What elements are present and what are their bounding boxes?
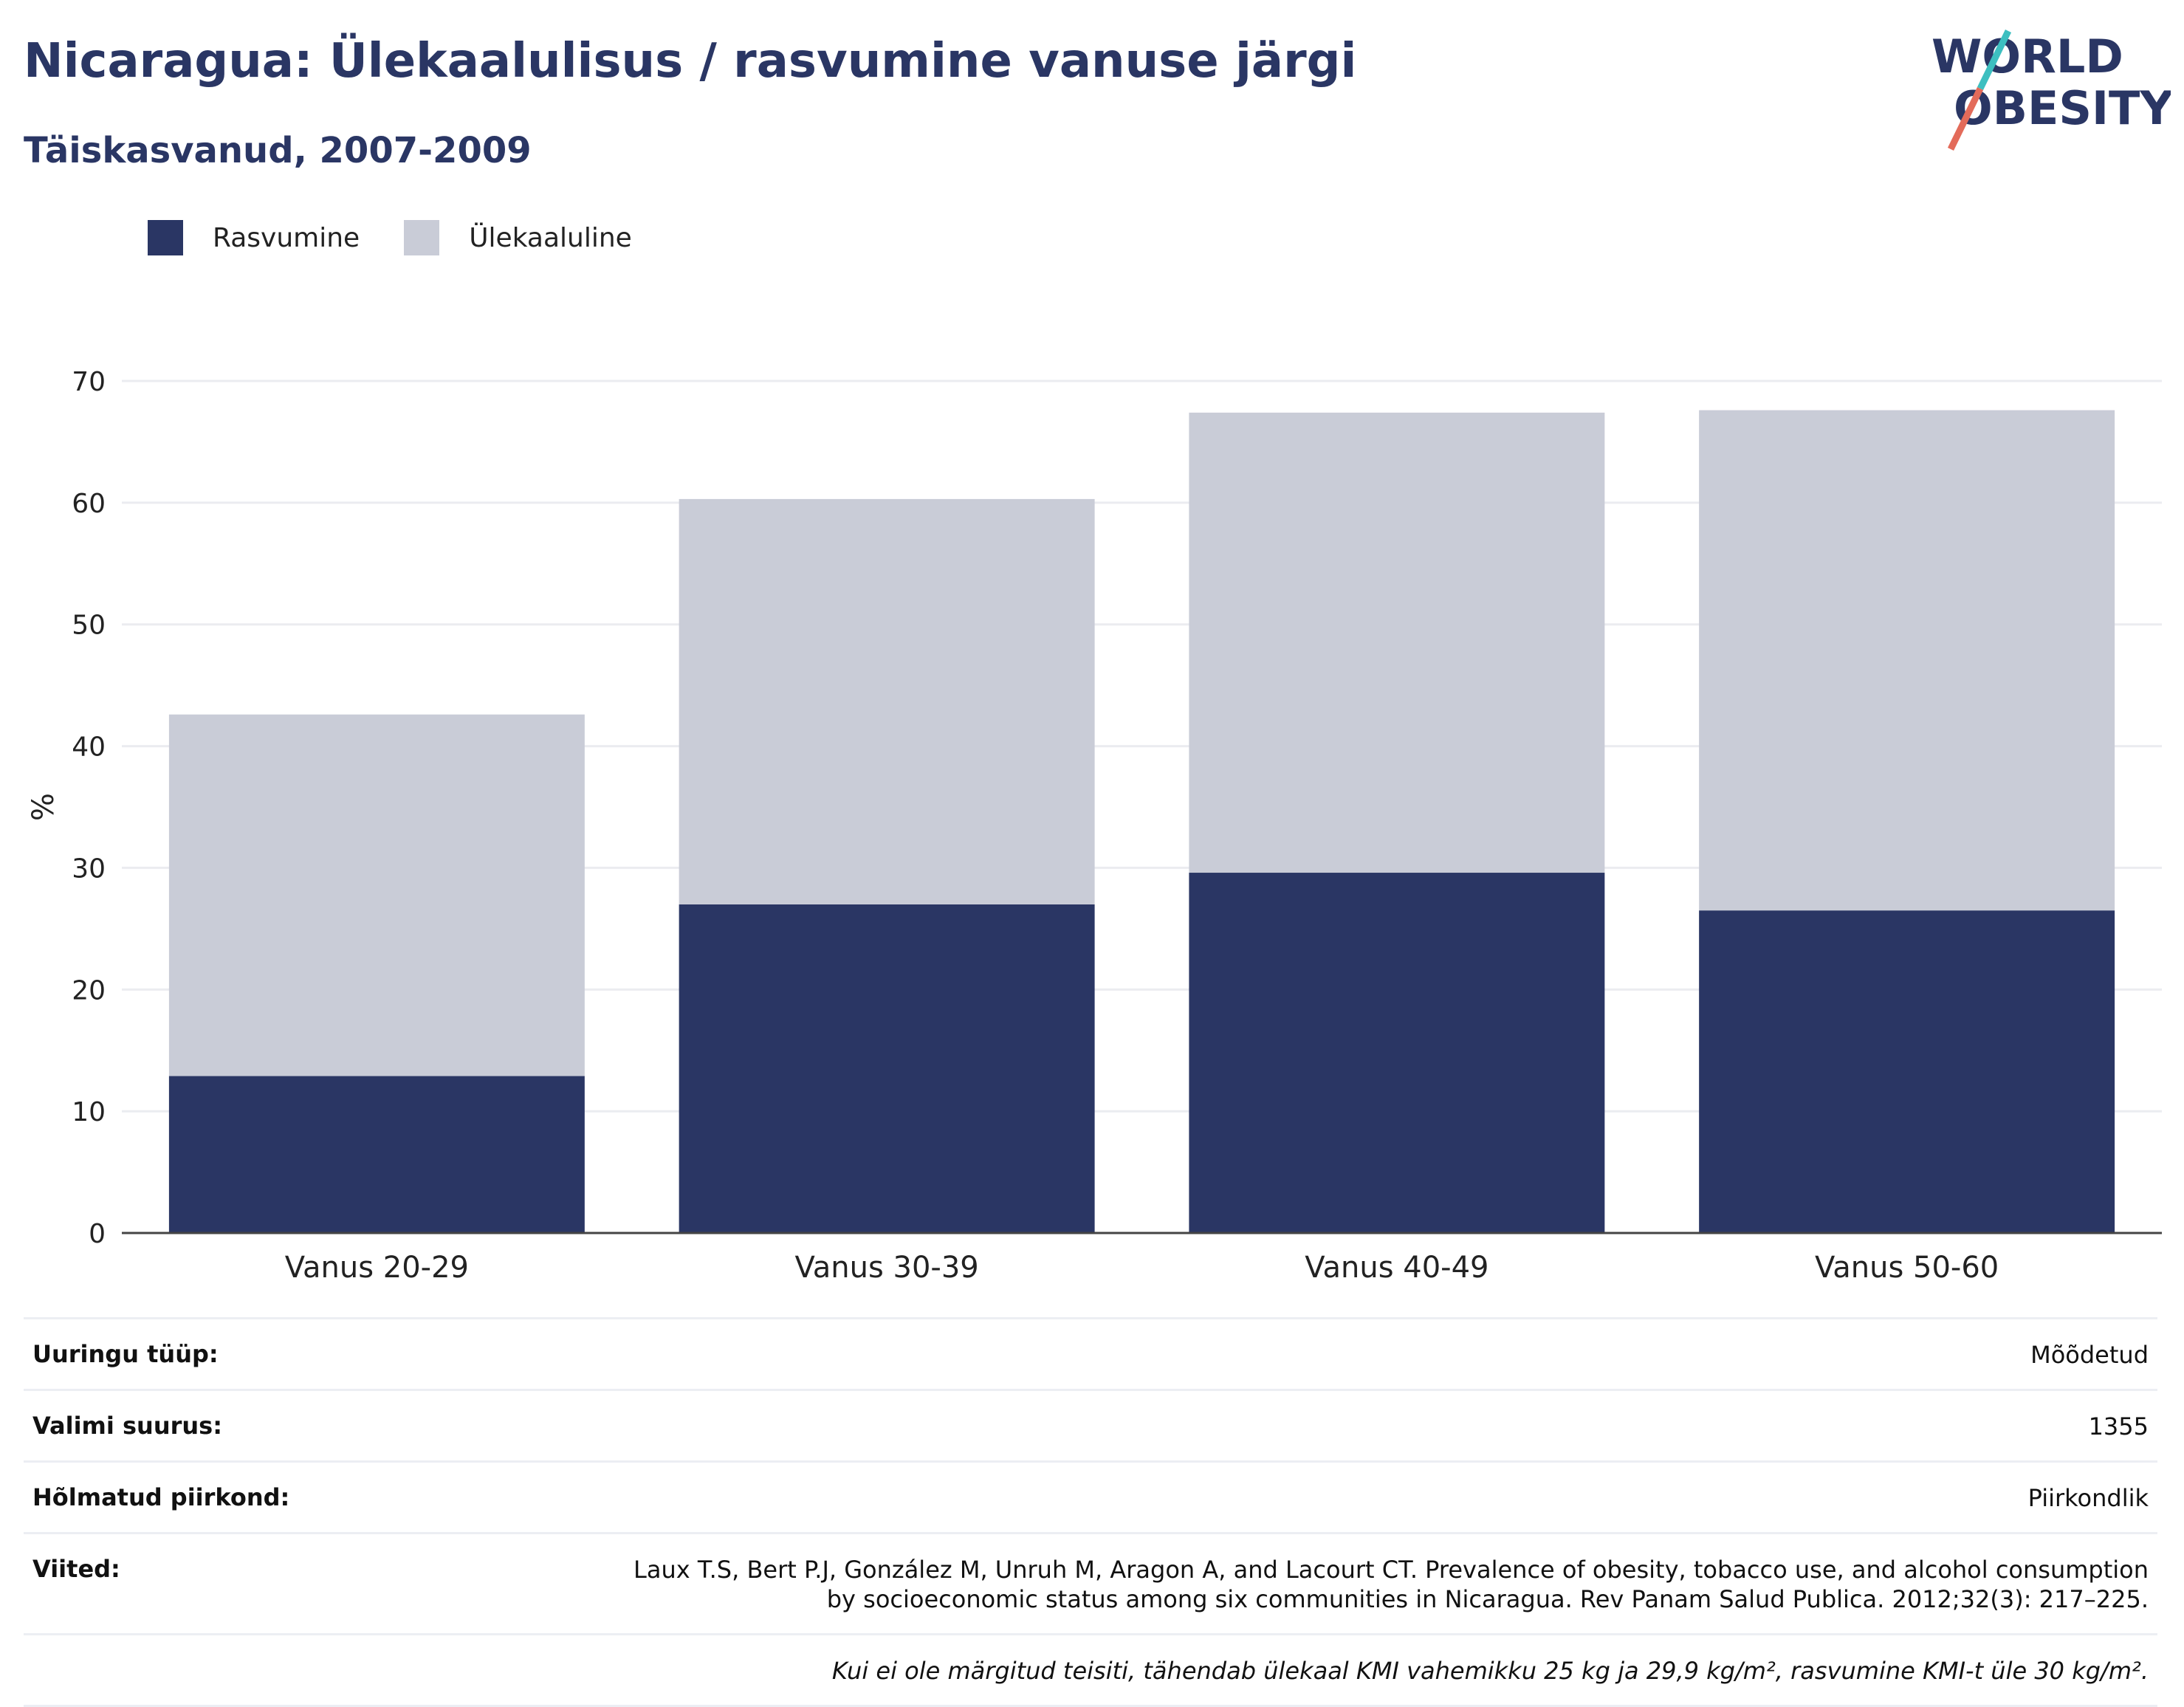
info-value: Mõõdetud <box>2030 1341 2149 1369</box>
legend-label-rasvumine: Rasvumine <box>213 222 360 253</box>
x-tick-label: Vanus 50-60 <box>1815 1251 1999 1285</box>
bar-rasvumine <box>1699 910 2115 1233</box>
info-key: Valimi suurus: <box>32 1412 223 1440</box>
info-table: Uuringu tüüp: Mõõdetud Valimi suurus: 13… <box>24 1317 2157 1707</box>
info-row-references: Viited: Laux T.S, Bert P.J, González M, … <box>24 1532 2157 1633</box>
info-row-note: Kui ei ole märgitud teisiti, tähendab ül… <box>24 1633 2157 1707</box>
legend-item-rasvumine: Rasvumine <box>148 220 360 255</box>
bar-ulekaaluline <box>679 498 1095 904</box>
y-tick-label: 70 <box>72 367 106 397</box>
info-note: Kui ei ole märgitud teisiti, tähendab ül… <box>831 1657 2149 1685</box>
logo-slash-teal <box>1977 30 2012 90</box>
x-tick-label: Vanus 20-29 <box>285 1251 469 1285</box>
stacked-bar-chart: 0 10 20 30 40 50 60 70% Vanus 20-29 Vanus 30-39 Va… <box>27 367 2162 1285</box>
info-row-survey-type: Uuringu tüüp: Mõõdetud <box>24 1317 2157 1389</box>
info-key: Hõlmatud piirkond: <box>32 1483 290 1511</box>
info-key: Uuringu tüüp: <box>32 1340 219 1368</box>
y-tick-label: 20 <box>72 975 106 1006</box>
info-value: 1355 <box>2088 1412 2149 1440</box>
legend-swatch-ulekaaluline <box>404 220 440 255</box>
world-obesity-logo: WORLD OBESITY <box>1931 30 2171 151</box>
bar-rasvumine <box>168 1076 585 1233</box>
y-tick-label: 10 <box>72 1097 106 1127</box>
x-tick-label: Vanus 40-49 <box>1305 1251 1488 1285</box>
chart-legend: Rasvumine Ülekaaluline <box>148 220 676 255</box>
info-key: Viited: <box>32 1555 120 1583</box>
y-tick-label: 50 <box>72 611 106 641</box>
bar-ulekaaluline <box>1699 410 2115 911</box>
legend-item-ulekaaluline: Ülekaaluline <box>404 220 632 255</box>
logo-text-line1: WORLD <box>1931 30 2123 83</box>
chart-title: Nicaragua: Ülekaalulisus / rasvumine van… <box>24 34 1357 89</box>
legend-swatch-rasvumine <box>148 220 183 255</box>
info-value: Piirkondlik <box>2027 1484 2149 1512</box>
y-tick-label: 40 <box>72 732 106 763</box>
x-tick-label: Vanus 30-39 <box>794 1251 978 1285</box>
bar-ulekaaluline <box>168 714 585 1076</box>
info-row-sample-size: Valimi suurus: 1355 <box>24 1389 2157 1460</box>
y-tick-label: 0 <box>89 1219 106 1249</box>
y-tick-label: 60 <box>72 489 106 519</box>
bar-ulekaaluline <box>1189 412 1605 873</box>
info-row-area: Hõlmatud piirkond: Piirkondlik <box>24 1460 2157 1532</box>
chart-subtitle: Täiskasvanud, 2007-2009 <box>24 130 532 171</box>
logo-slash-coral <box>1947 87 1984 151</box>
y-tick-label: 30 <box>72 854 106 884</box>
info-value: Laux T.S, Bert P.J, González M, Unruh M,… <box>633 1556 2149 1613</box>
y-axis-label: % <box>27 793 61 821</box>
bar-rasvumine <box>679 904 1095 1233</box>
legend-label-ulekaaluline: Ülekaaluline <box>469 222 632 253</box>
bar-rasvumine <box>1189 873 1605 1233</box>
logo-text-line2: OBESITY <box>1954 81 2171 135</box>
